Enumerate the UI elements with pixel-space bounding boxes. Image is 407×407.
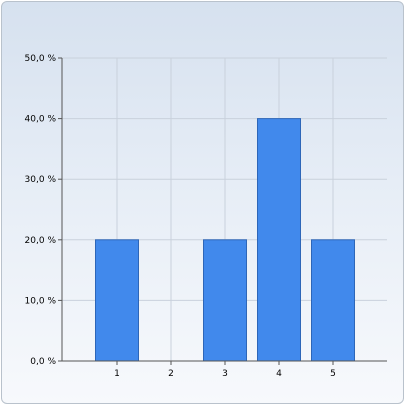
x-tick-label: 5 xyxy=(330,369,336,379)
y-tick-label: 50,0 % xyxy=(25,54,57,64)
y-tick-label: 20,0 % xyxy=(25,236,57,246)
y-tick-label: 0,0 % xyxy=(30,357,56,367)
y-tick-labels: 0,0 % 10,0 % 20,0 % 30,0 % 40,0 % 50,0 % xyxy=(25,54,57,367)
bar xyxy=(311,239,355,362)
x-tick-labels: 1 2 3 4 5 xyxy=(114,369,336,379)
y-tick-label: 40,0 % xyxy=(25,115,57,125)
x-tick-label: 1 xyxy=(114,369,120,379)
bar xyxy=(95,239,139,362)
bar xyxy=(257,118,301,362)
x-tick-label: 3 xyxy=(222,369,228,379)
axes xyxy=(58,57,387,365)
x-tick-label: 4 xyxy=(276,369,282,379)
y-tick-label: 30,0 % xyxy=(25,175,57,185)
bar xyxy=(203,239,247,362)
y-tick-label: 10,0 % xyxy=(25,296,57,306)
x-tick-label: 2 xyxy=(168,369,174,379)
